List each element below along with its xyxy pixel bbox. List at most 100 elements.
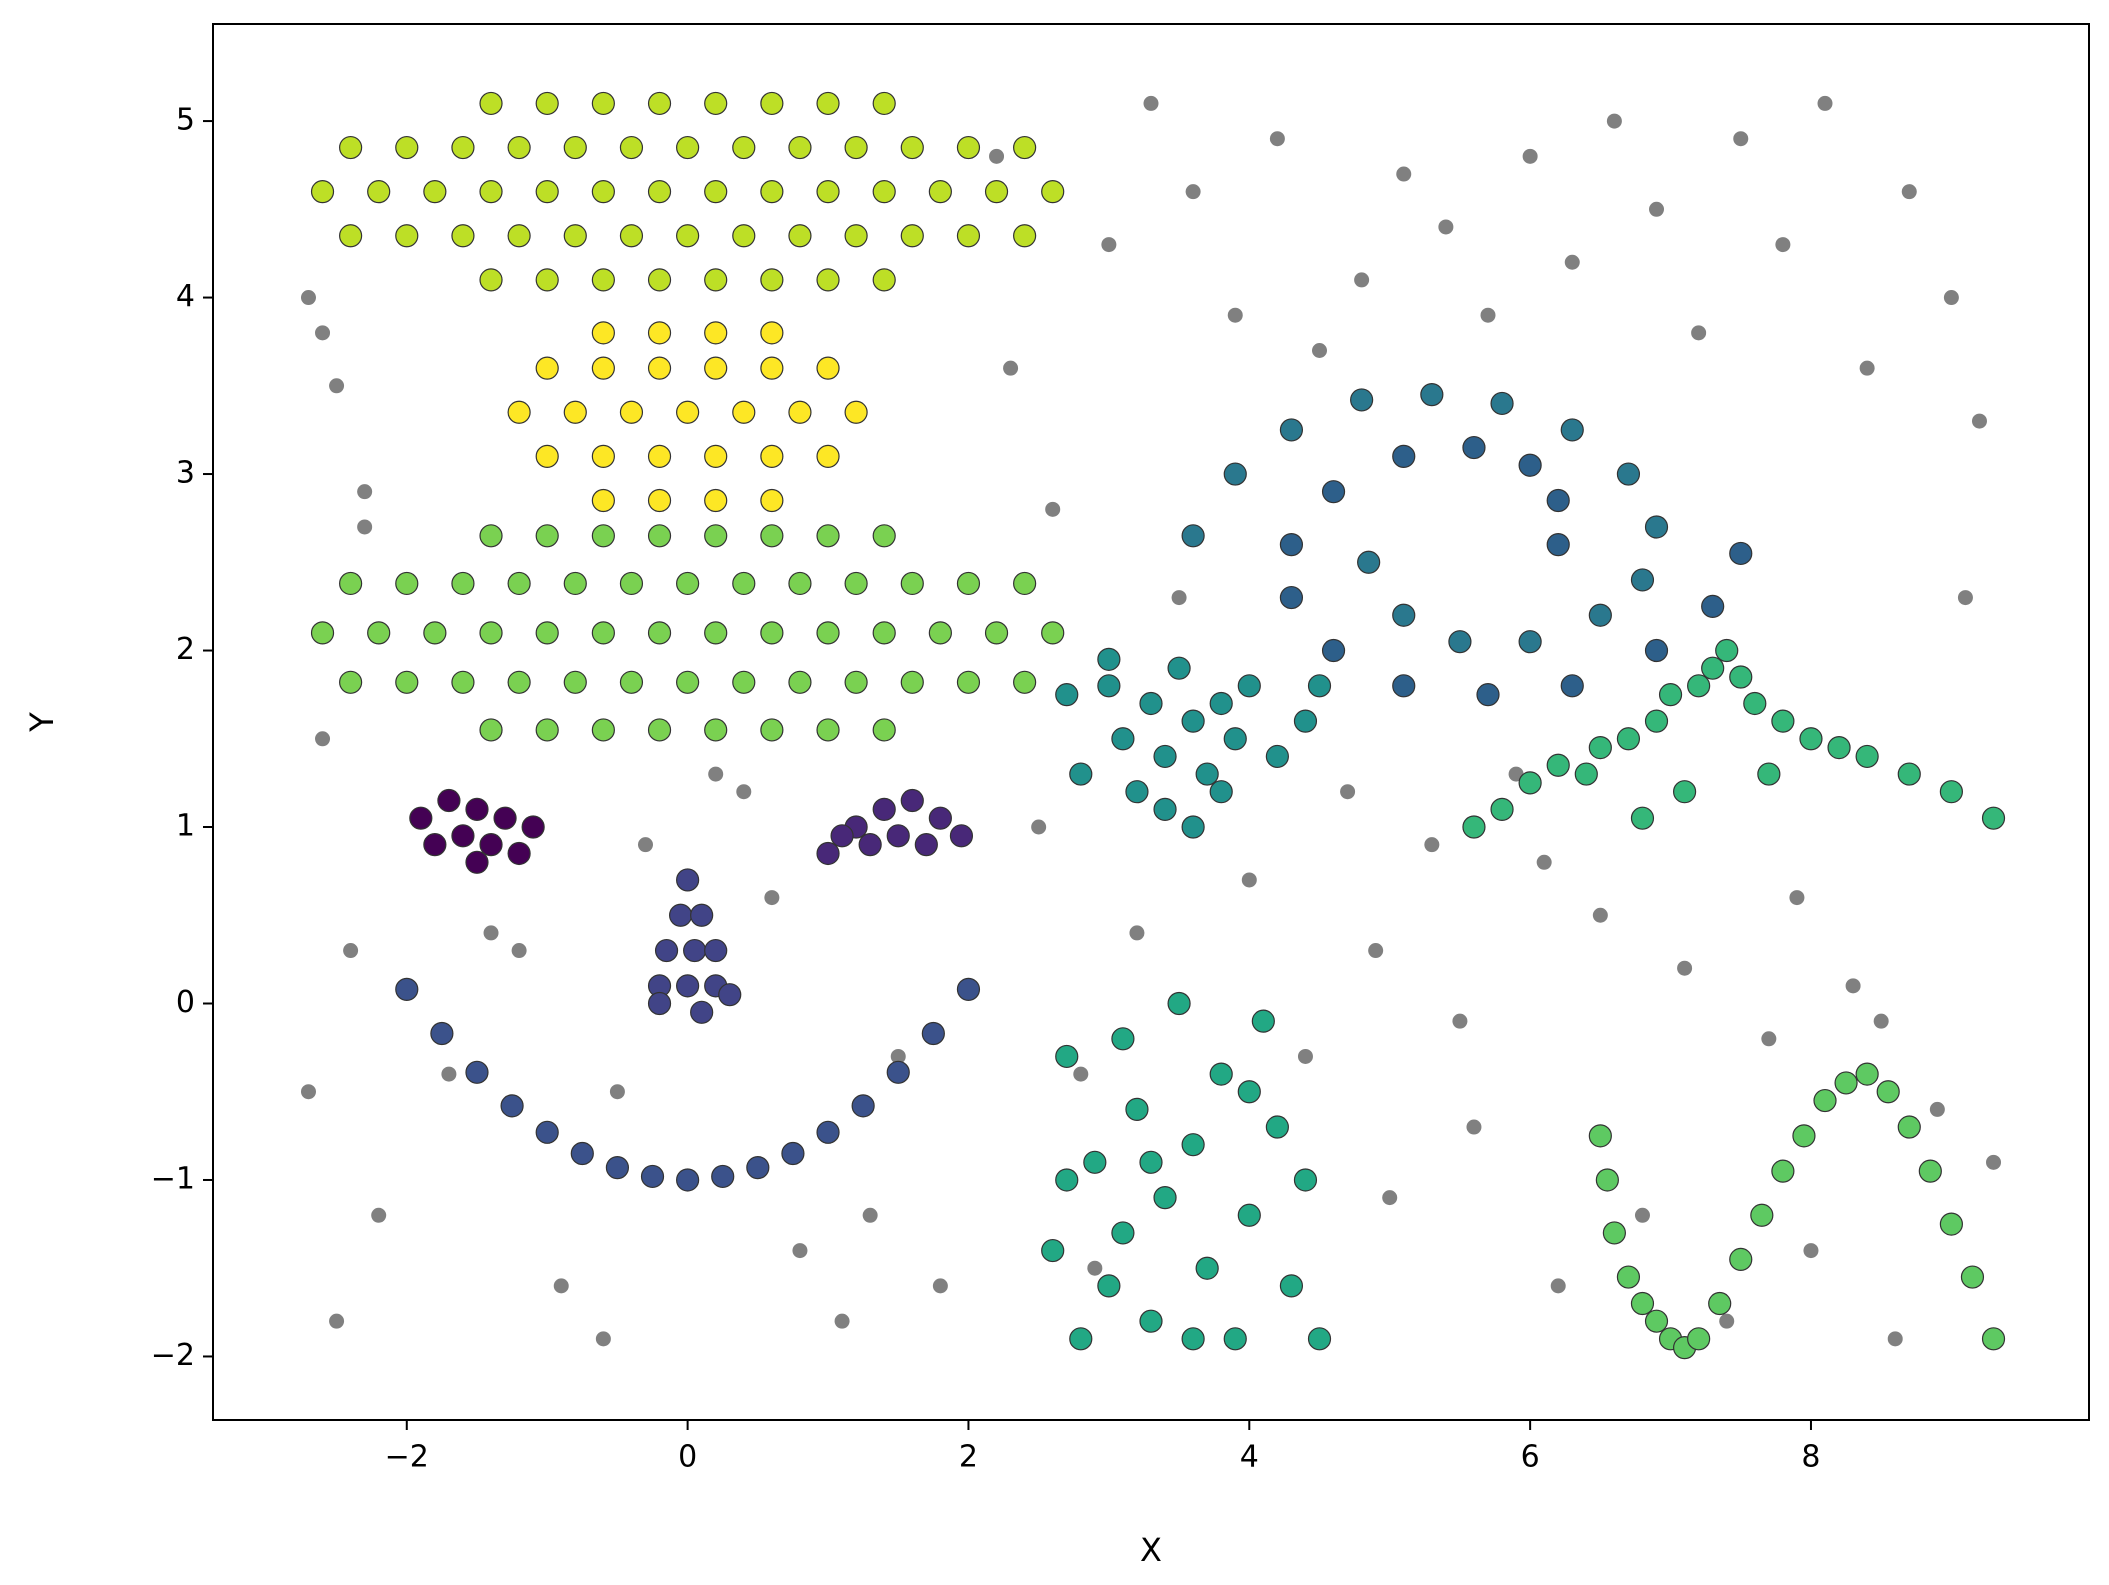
point — [1729, 1247, 1753, 1271]
point — [1672, 780, 1697, 804]
point — [704, 180, 728, 204]
y-tick-label: 3 — [176, 456, 195, 491]
point — [704, 938, 728, 963]
point — [816, 356, 840, 380]
point — [535, 268, 559, 292]
point — [1279, 585, 1304, 610]
point — [1560, 674, 1584, 698]
point — [315, 731, 331, 747]
point — [1041, 1238, 1065, 1263]
y-tick-label: 2 — [176, 632, 195, 667]
point — [872, 91, 896, 116]
point — [1876, 1080, 1900, 1104]
point — [732, 571, 756, 596]
point — [1546, 488, 1570, 513]
point — [465, 850, 489, 874]
point — [409, 806, 433, 830]
point — [1616, 1265, 1641, 1289]
point — [1855, 744, 1879, 769]
point — [676, 224, 700, 248]
point — [451, 571, 475, 596]
point — [704, 91, 728, 116]
point — [816, 444, 840, 468]
point — [591, 718, 615, 742]
point — [1897, 1115, 1921, 1139]
point — [1789, 890, 1805, 906]
point — [647, 718, 672, 742]
point — [1729, 665, 1753, 689]
point — [535, 1120, 559, 1144]
point — [1644, 1309, 1669, 1333]
point — [451, 224, 475, 248]
point — [1041, 180, 1065, 204]
point — [500, 1094, 524, 1118]
point — [1887, 1331, 1903, 1347]
point — [1055, 683, 1079, 707]
point — [619, 224, 644, 248]
point — [310, 180, 335, 204]
point — [1438, 219, 1454, 235]
point — [851, 1094, 875, 1118]
point — [1859, 360, 1875, 376]
point — [830, 824, 854, 848]
point — [1307, 674, 1332, 698]
point — [1382, 1190, 1398, 1206]
point — [760, 488, 784, 513]
point — [1041, 621, 1065, 645]
point — [886, 824, 910, 848]
point — [676, 974, 700, 998]
point — [668, 903, 693, 927]
point — [690, 1000, 714, 1024]
point — [1960, 1265, 1985, 1289]
point — [816, 621, 840, 645]
point — [816, 718, 840, 742]
point — [1181, 1327, 1205, 1351]
point — [315, 325, 331, 341]
point — [1073, 1066, 1089, 1082]
point — [1171, 590, 1187, 606]
point — [1981, 806, 2006, 830]
point — [1297, 1048, 1313, 1064]
x-tick-label: −2 — [385, 1440, 429, 1475]
point — [1195, 762, 1219, 786]
point — [1834, 1071, 1858, 1095]
point — [1083, 1150, 1107, 1174]
point — [1237, 1203, 1261, 1227]
point — [704, 444, 728, 468]
point — [900, 224, 924, 248]
y-tick-label: 1 — [176, 809, 195, 844]
point — [1420, 383, 1444, 407]
point — [339, 670, 363, 694]
point — [844, 571, 868, 596]
point — [1687, 1327, 1711, 1351]
point — [1181, 1133, 1205, 1157]
point — [1616, 462, 1641, 486]
point — [637, 837, 653, 853]
point — [1813, 1088, 1837, 1113]
point — [1293, 709, 1318, 733]
point — [872, 797, 896, 821]
x-axis-label: X — [1140, 1531, 1162, 1569]
point — [1649, 201, 1665, 217]
point — [704, 621, 728, 645]
point — [343, 943, 359, 959]
point — [1237, 1080, 1261, 1104]
point — [956, 224, 981, 248]
point — [609, 1084, 625, 1100]
point — [1031, 819, 1047, 835]
point — [760, 718, 784, 742]
point — [984, 621, 1009, 645]
point — [1971, 413, 1987, 429]
point — [1630, 568, 1655, 592]
point — [619, 135, 644, 160]
point — [647, 180, 672, 204]
y-axis-label: Y — [23, 712, 61, 733]
point — [479, 91, 503, 116]
point — [395, 977, 419, 1001]
point — [711, 1164, 735, 1189]
point — [535, 444, 559, 468]
plot-frame — [212, 23, 2090, 1421]
point — [507, 400, 531, 424]
point — [1817, 95, 1833, 111]
